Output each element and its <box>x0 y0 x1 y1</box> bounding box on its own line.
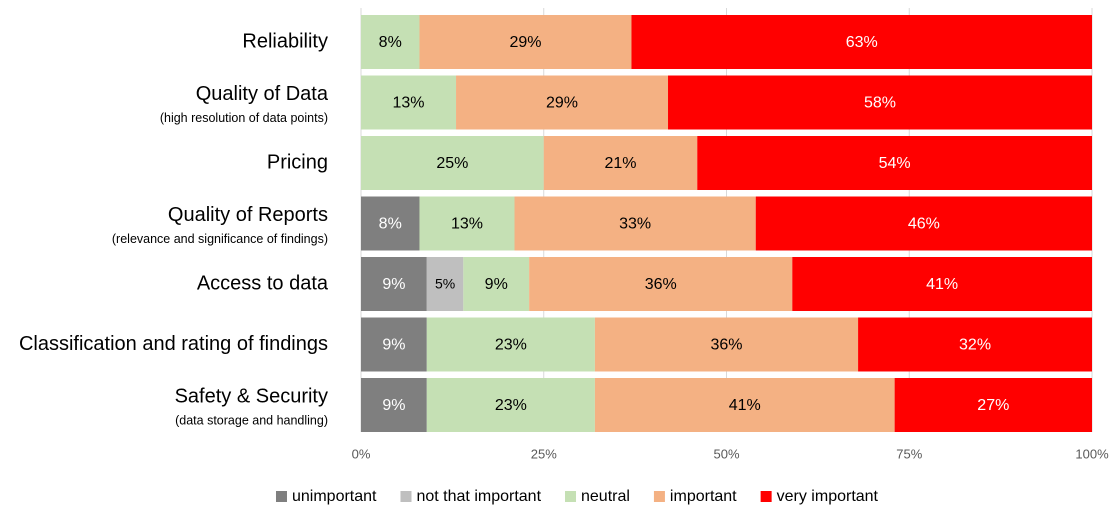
category-label: Quality of Data <box>196 83 329 105</box>
value-label: 9% <box>382 397 405 414</box>
value-label: 21% <box>604 155 636 172</box>
value-label: 29% <box>509 34 541 51</box>
category-subtitle: (high resolution of data points) <box>160 111 328 125</box>
value-label: 41% <box>926 276 958 293</box>
value-label: 23% <box>495 337 527 354</box>
legend-swatch <box>653 491 665 502</box>
value-label: 36% <box>645 276 677 293</box>
bar-segment <box>426 317 595 372</box>
category-label: Quality of Reports <box>168 204 328 226</box>
legend-swatch <box>400 491 412 502</box>
legend-swatch <box>275 491 287 502</box>
bar-segment <box>361 196 420 251</box>
value-label: 23% <box>495 397 527 414</box>
category-label: Access to data <box>197 272 329 294</box>
value-label: 27% <box>977 397 1009 414</box>
bar-segment <box>894 378 1092 432</box>
bar-segment <box>594 317 859 372</box>
legend-label: not that important <box>416 488 541 505</box>
x-tick-label: 50% <box>713 446 739 461</box>
bar-segment <box>361 378 427 432</box>
x-tick-label: 75% <box>896 446 922 461</box>
value-label: 9% <box>382 276 405 293</box>
value-label: 13% <box>392 95 424 112</box>
bar-segment <box>419 196 515 251</box>
bar-segment <box>426 378 595 432</box>
value-label: 13% <box>451 216 483 233</box>
bar-segment <box>631 15 1092 69</box>
value-label: 33% <box>619 216 651 233</box>
category-subtitle: (relevance and significance of findings) <box>112 232 328 246</box>
legend-label: unimportant <box>292 488 377 505</box>
legend-swatch <box>760 491 772 502</box>
bar-segment <box>419 15 632 69</box>
legend-label: important <box>670 488 737 505</box>
category-label: Pricing <box>267 151 328 173</box>
bar-segment <box>361 136 544 190</box>
bar-segment <box>361 15 420 69</box>
bar-segment <box>668 75 1092 130</box>
value-label: 46% <box>908 216 940 233</box>
x-tick-label: 100% <box>1075 446 1109 461</box>
category-label: Safety & Security <box>175 385 328 407</box>
value-label: 32% <box>959 337 991 354</box>
value-label: 54% <box>879 155 911 172</box>
legend: unimportant not that important neutral impo… <box>275 488 879 505</box>
legend-label: neutral <box>581 488 630 505</box>
value-label: 8% <box>379 216 402 233</box>
category-subtitle: (data storage and handling) <box>175 413 328 427</box>
value-label: 5% <box>435 276 455 292</box>
value-label: 8% <box>379 34 402 51</box>
bar-segment <box>755 196 1092 251</box>
bar-segment <box>792 257 1092 311</box>
bar-segment <box>361 75 457 130</box>
bar-segment <box>456 75 669 130</box>
bar-segment <box>858 317 1092 372</box>
value-label: 9% <box>485 276 508 293</box>
value-label: 9% <box>382 337 405 354</box>
category-label: Classification and rating of findings <box>19 333 328 355</box>
x-tick-label: 25% <box>531 446 557 461</box>
bar-segment <box>697 136 1092 190</box>
bar-segment <box>426 257 464 311</box>
bar-segment <box>361 257 427 311</box>
bar-segment <box>543 136 698 190</box>
value-label: 58% <box>864 95 896 112</box>
value-label: 41% <box>729 397 761 414</box>
value-label: 29% <box>546 95 578 112</box>
legend-swatch <box>565 491 577 502</box>
value-label: 25% <box>436 155 468 172</box>
bar-segment <box>463 257 530 311</box>
value-label: 36% <box>710 337 742 354</box>
bar-segment <box>361 317 427 372</box>
legend-label: very important <box>777 488 879 505</box>
x-tick-label: 0% <box>352 446 371 461</box>
bar-segment <box>529 257 793 311</box>
bar-segment <box>594 378 895 432</box>
bar-segment <box>514 196 756 251</box>
category-label: Reliability <box>242 30 328 52</box>
value-label: 63% <box>846 34 878 51</box>
